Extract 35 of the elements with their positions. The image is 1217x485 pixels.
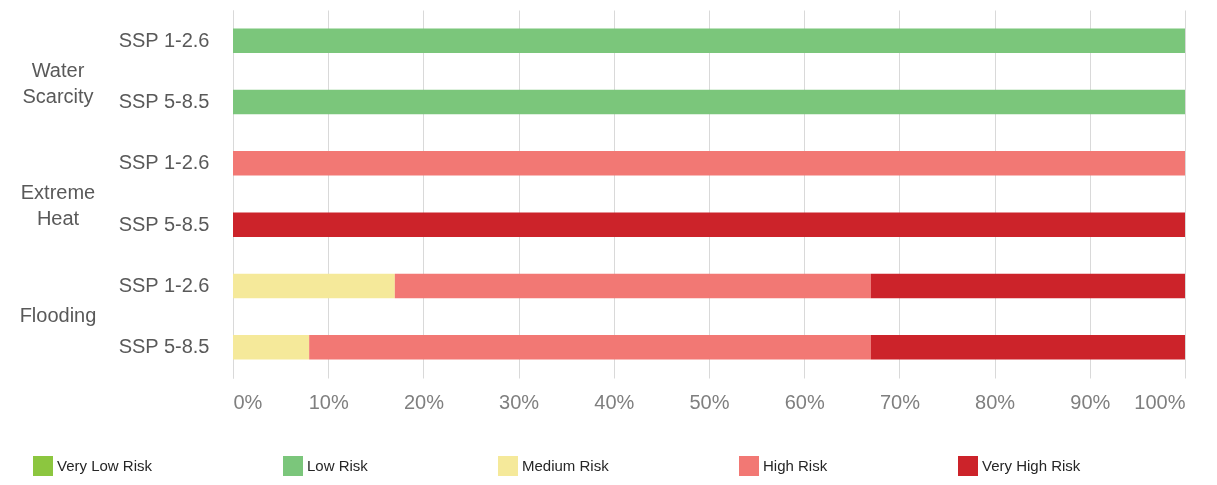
y-tick-label: SSP 5-8.5 (118, 212, 210, 235)
legend-label: High Risk (763, 457, 828, 474)
legend-label: Very High Risk (982, 457, 1081, 474)
text: Extreme Heat (20, 181, 96, 230)
bar (233, 89, 1185, 115)
x-tick-label: 90% (1070, 390, 1111, 413)
bar (233, 212, 1185, 237)
bar (394, 273, 871, 299)
bar (870, 273, 1185, 299)
bar (309, 335, 871, 360)
legend-label: Medium Risk (522, 457, 610, 474)
y-tick-label: SSP 1-2.6 (118, 151, 210, 174)
legend-label: Very Low Risk (57, 457, 153, 474)
bar (233, 28, 1185, 53)
x-tick-label: 30% (499, 390, 540, 413)
text: Water Scarcity (22, 58, 94, 107)
x-tick-label: 70% (879, 390, 921, 413)
x-tick-label: 50% (689, 390, 730, 413)
x-tick-label: 40% (594, 390, 635, 413)
y-tick-label: SSP 5-8.5 (118, 335, 210, 358)
bar (233, 151, 1185, 176)
x-tick-label: 80% (975, 390, 1016, 413)
x-tick-label: 20% (403, 390, 445, 413)
x-tick-label: 100% (1134, 390, 1186, 413)
bar (870, 335, 1185, 360)
y-tick-label: SSP 5-8.5 (118, 90, 210, 112)
x-tick-label: 10% (308, 390, 349, 413)
y-tick-label: SSP 1-2.6 (118, 28, 210, 51)
text: Flooding (19, 304, 97, 326)
bar (233, 335, 310, 360)
x-tick-label: 0% (233, 390, 263, 413)
x-tick-label: 60% (784, 390, 825, 413)
y-tick-label: SSP 1-2.6 (118, 274, 210, 296)
bar (233, 273, 395, 299)
legend-label: Low Risk (307, 457, 369, 474)
